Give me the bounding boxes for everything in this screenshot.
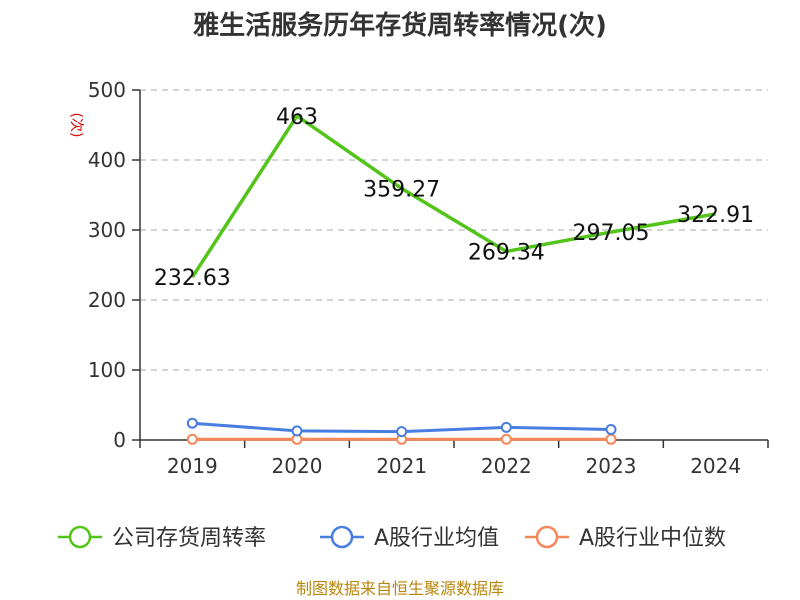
- y-tick-label: 400: [88, 148, 126, 172]
- data-label: 463: [276, 105, 318, 130]
- series-group: [186, 114, 716, 445]
- y-axis-label: (次): [68, 113, 84, 138]
- data-label: 322.91: [677, 203, 754, 228]
- data-label: 232.63: [154, 266, 231, 291]
- source-note: 制图数据来自恒生聚源数据库: [296, 579, 504, 598]
- y-tick-label: 200: [88, 288, 126, 312]
- legend-marker: [330, 525, 354, 549]
- data-label: 297.05: [573, 221, 650, 246]
- legend[interactable]: 公司存货周转率 A股行业均值 A股行业中位数: [58, 525, 726, 551]
- axes: 0 100 200 300 400 500 2019 2020 2021 2022 2023 2024: [88, 78, 769, 478]
- chart-title: 雅生活服务历年存货周转率情况(次): [193, 10, 607, 41]
- data-labels: 232.63 463 359.27 269.34 297.05 322.91: [154, 105, 754, 291]
- legend-marker: [68, 525, 92, 549]
- data-point: [291, 425, 303, 437]
- x-tick-label: 2022: [481, 454, 532, 478]
- x-tick-label: 2024: [690, 454, 741, 478]
- legend-label: A股行业均值: [374, 526, 499, 551]
- data-label: 269.34: [468, 240, 545, 265]
- y-tick-label: 100: [88, 358, 126, 382]
- data-point: [500, 433, 512, 445]
- data-point: [605, 433, 617, 445]
- series-line: [190, 114, 716, 279]
- data-point: [605, 424, 617, 435]
- data-point: [396, 426, 408, 438]
- x-tick-label: 2019: [167, 454, 218, 478]
- y-tick-label: 500: [88, 78, 126, 102]
- gridlines: [140, 89, 768, 371]
- legend-label: 公司存货周转率: [112, 526, 266, 551]
- y-tick-label: 0: [113, 428, 126, 452]
- legend-label: A股行业中位数: [579, 526, 726, 551]
- data-point: [500, 421, 512, 433]
- x-tick-label: 2021: [376, 454, 427, 478]
- legend-item[interactable]: 公司存货周转率: [58, 525, 266, 551]
- data-label: 359.27: [363, 178, 440, 203]
- legend-item[interactable]: A股行业中位数: [525, 525, 726, 551]
- x-tick-label: 2023: [586, 454, 637, 478]
- data-point: [186, 433, 198, 445]
- x-tick-label: 2020: [272, 454, 323, 478]
- legend-item[interactable]: A股行业均值: [320, 525, 499, 551]
- data-point: [186, 417, 198, 429]
- y-tick-label: 300: [88, 218, 126, 242]
- legend-marker: [535, 525, 559, 549]
